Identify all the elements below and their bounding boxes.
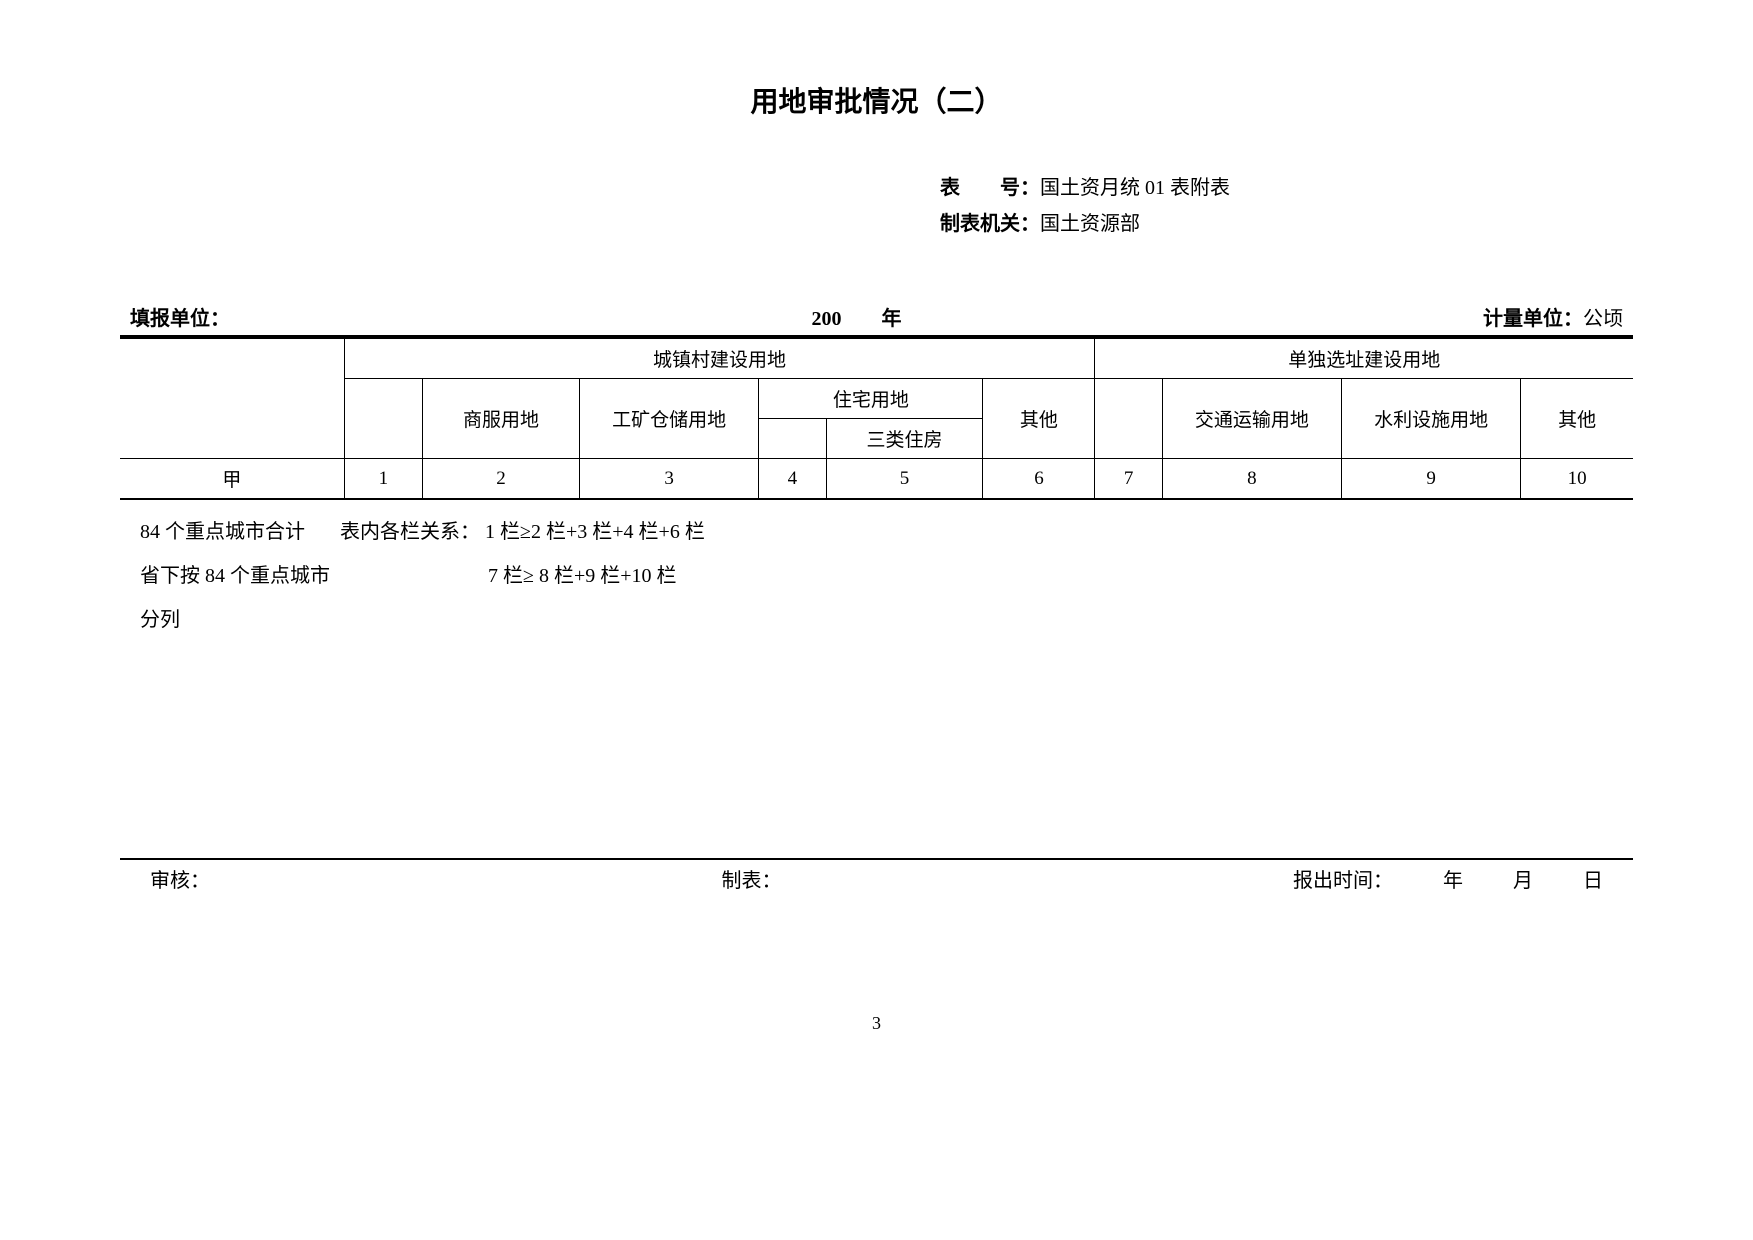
header-group-sep: 单独选址建设用地: [1095, 338, 1633, 379]
col-8-label: 交通运输用地: [1162, 379, 1341, 459]
col-4-blank: [759, 419, 826, 459]
col-1-blank: [344, 379, 422, 459]
header-row-1: 城镇村建设用地 单独选址建设用地: [120, 338, 1633, 379]
filling-unit-label: 填报单位：: [130, 308, 230, 330]
num-8: 8: [1162, 459, 1341, 500]
month-label: 月: [1513, 870, 1533, 892]
num-1: 1: [344, 459, 422, 500]
col-2-label: 商服用地: [423, 379, 580, 459]
table-top-row: 填报单位： 200 年 计量单位：公顷: [120, 302, 1633, 337]
col-9-label: 水利设施用地: [1342, 379, 1521, 459]
page-number: 3: [120, 1013, 1633, 1034]
col-3-label: 工矿仓储用地: [579, 379, 758, 459]
relation-1: 1 栏≥2 栏+3 栏+4 栏+6 栏: [485, 521, 705, 543]
header-row-2: 商服用地 工矿仓储用地 住宅用地 其他 交通运输用地 水利设施用地 其他: [120, 379, 1633, 419]
col-4-5-top: 住宅用地: [759, 379, 983, 419]
day-label: 日: [1583, 870, 1603, 892]
meta-info: 表 号：国土资月统 01 表附表 制表机关：国土资源部: [940, 170, 1633, 242]
row-labels: 84 个重点城市合计 省下按 84 个重点城市 分列: [140, 510, 340, 642]
tabulate-label: 制表：: [722, 864, 782, 893]
num-6: 6: [983, 459, 1095, 500]
relation-text: 表内各栏关系： 1 栏≥2 栏+3 栏+4 栏+6 栏 7 栏≥ 8 栏+9 栏…: [340, 510, 1613, 598]
relation-label: 表内各栏关系：: [340, 521, 480, 543]
header-group-urban: 城镇村建设用地: [344, 338, 1095, 379]
row-label-1: 84 个重点城市合计: [140, 510, 340, 554]
footer-row: 审核： 制表： 报出时间： 年 月 日: [120, 860, 1633, 893]
num-9: 9: [1342, 459, 1521, 500]
audit-label: 审核：: [150, 864, 210, 893]
maker-value: 国土资源部: [1040, 213, 1140, 235]
table-body-area: 84 个重点城市合计 省下按 84 个重点城市 分列 表内各栏关系： 1 栏≥2…: [120, 500, 1633, 860]
col-6-label: 其他: [983, 379, 1095, 459]
data-table: 城镇村建设用地 单独选址建设用地 商服用地 工矿仓储用地 住宅用地 其他 交通运…: [120, 337, 1633, 500]
col-10-label: 其他: [1521, 379, 1633, 459]
num-10: 10: [1521, 459, 1633, 500]
year-text: 200 年: [812, 302, 902, 331]
jia-label: 甲: [120, 459, 344, 500]
row-label-3: 分列: [140, 598, 340, 642]
unit-label: 计量单位：: [1483, 308, 1583, 330]
num-7: 7: [1095, 459, 1162, 500]
num-2: 2: [423, 459, 580, 500]
year-label: 年: [1443, 870, 1463, 892]
number-row: 甲 1 2 3 4 5 6 7 8 9 10: [120, 459, 1633, 500]
table-no-label: 表 号：: [940, 177, 1040, 199]
relation-2: 7 栏≥ 8 栏+9 栏+10 栏: [488, 565, 677, 587]
col-5-sub: 三类住房: [826, 419, 983, 459]
report-time-label: 报出时间：: [1293, 870, 1393, 892]
row-label-2: 省下按 84 个重点城市: [140, 554, 340, 598]
unit-value: 公顷: [1583, 308, 1623, 330]
blank-corner: [120, 338, 344, 459]
maker-label: 制表机关：: [940, 213, 1040, 235]
table-no-value: 国土资月统 01 表附表: [1040, 177, 1230, 199]
num-5: 5: [826, 459, 983, 500]
num-3: 3: [579, 459, 758, 500]
page-title: 用地审批情况（二）: [120, 80, 1633, 120]
col-7-blank: [1095, 379, 1162, 459]
num-4: 4: [759, 459, 826, 500]
